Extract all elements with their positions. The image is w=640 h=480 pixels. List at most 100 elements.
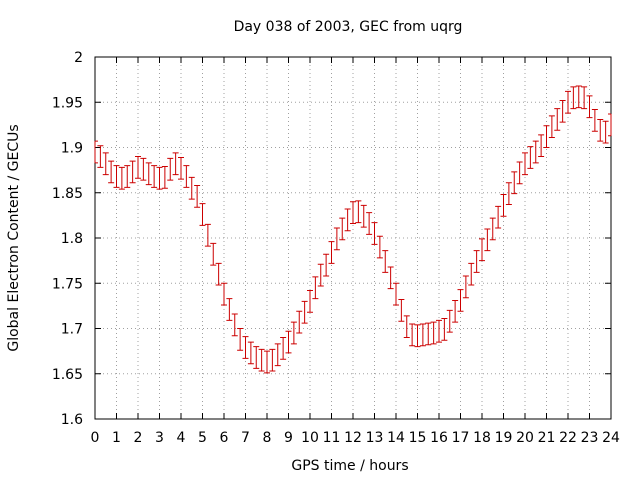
data-point-errorbar — [129, 160, 136, 184]
x-tick-label: 13 — [366, 430, 384, 446]
data-point-errorbar — [226, 298, 233, 321]
data-point-errorbar — [124, 165, 131, 188]
x-tick-label: 4 — [177, 430, 186, 446]
data-point-errorbar — [145, 162, 152, 186]
x-tick-label: 19 — [495, 430, 513, 446]
data-point-errorbar — [312, 276, 319, 300]
data-point-errorbar — [199, 203, 206, 226]
x-tick-label: 16 — [430, 430, 448, 446]
grid — [95, 57, 611, 419]
data-point-errorbar — [135, 156, 141, 179]
data-point-errorbar — [280, 337, 287, 360]
data-point-errorbar — [221, 282, 227, 306]
x-axis-label: GPS time / hours — [291, 458, 408, 474]
y-tick-label: 1.65 — [52, 367, 83, 383]
data-point-errorbar — [575, 85, 582, 109]
data-point-errorbar — [94, 140, 98, 164]
data-point-errorbar — [522, 152, 528, 176]
data-point-errorbar — [108, 160, 115, 184]
x-tick-label: 9 — [284, 430, 293, 446]
data-point-errorbar — [183, 165, 190, 188]
data-point-errorbar — [113, 165, 120, 188]
data-point-errorbar — [140, 157, 147, 181]
data-point-errorbar — [597, 118, 604, 142]
data-point-errorbar — [339, 217, 346, 241]
data-point-errorbar — [290, 321, 297, 345]
data-point-errorbar — [403, 315, 410, 339]
data-point-errorbar — [258, 348, 265, 372]
data-point-errorbar — [570, 86, 577, 110]
x-tick-label: 3 — [155, 430, 164, 446]
x-tick-label: 10 — [301, 430, 319, 446]
x-tick-label: 2 — [134, 430, 143, 446]
y-tick-label: 1.75 — [52, 276, 83, 292]
x-tick-label: 0 — [91, 430, 100, 446]
x-tick-label: 1 — [112, 430, 121, 446]
x-tick-label: 8 — [263, 430, 272, 446]
data-point-errorbar — [495, 205, 502, 229]
data-point-errorbar — [366, 212, 373, 235]
data-point-errorbar — [425, 322, 432, 346]
y-tick-label: 1.7 — [61, 322, 83, 338]
data-point-errorbar — [516, 161, 523, 185]
data-point-errorbar — [452, 299, 459, 323]
data-point-errorbar — [484, 228, 491, 252]
data-point-errorbar — [102, 152, 109, 176]
data-series — [94, 85, 612, 374]
data-point-errorbar — [274, 343, 281, 367]
data-point-errorbar — [398, 299, 405, 322]
data-point-errorbar — [118, 166, 125, 190]
data-point-errorbar — [188, 176, 195, 200]
data-point-errorbar — [457, 289, 464, 312]
data-point-errorbar — [548, 115, 555, 139]
data-point-errorbar — [419, 323, 426, 347]
data-point-errorbar — [231, 313, 238, 337]
data-point-errorbar — [414, 324, 421, 348]
data-point-errorbar — [393, 282, 399, 306]
data-point-errorbar — [371, 222, 378, 245]
x-tick-label: 22 — [559, 430, 577, 446]
data-point-errorbar — [97, 145, 104, 168]
data-point-errorbar — [178, 156, 184, 180]
x-tick-label: 21 — [538, 430, 556, 446]
x-tick-label: 18 — [473, 430, 491, 446]
y-tick-label: 1.9 — [61, 141, 83, 157]
data-point-errorbar — [468, 262, 475, 286]
x-tick-label: 12 — [344, 430, 362, 446]
data-point-errorbar — [376, 235, 383, 259]
data-point-errorbar — [436, 319, 442, 343]
data-point-errorbar — [333, 227, 340, 251]
data-point-errorbar — [167, 157, 174, 181]
y-tick-label: 1.85 — [52, 186, 83, 202]
data-point-errorbar — [473, 250, 480, 273]
data-point-errorbar — [172, 152, 179, 176]
data-point-errorbar — [532, 140, 539, 164]
data-point-errorbar — [215, 262, 222, 286]
data-point-errorbar — [441, 318, 448, 341]
data-point-errorbar — [355, 200, 362, 224]
y-tick-label: 1.8 — [61, 231, 83, 247]
data-point-errorbar — [559, 99, 566, 123]
data-point-errorbar — [409, 323, 416, 347]
data-point-errorbar — [360, 204, 367, 228]
data-point-errorbar — [317, 263, 324, 287]
data-point-errorbar — [253, 346, 260, 369]
data-point-errorbar — [264, 350, 270, 374]
data-point-errorbar — [489, 217, 496, 241]
y-tick-label: 2 — [74, 50, 83, 66]
data-point-errorbar — [554, 108, 561, 131]
data-point-errorbar — [511, 171, 518, 195]
data-point-errorbar — [479, 238, 485, 262]
data-point-errorbar — [242, 336, 249, 359]
x-tick-label: 11 — [323, 430, 341, 446]
data-point-errorbar — [301, 300, 308, 324]
data-point-errorbar — [344, 208, 351, 232]
data-point-errorbar — [210, 242, 217, 266]
data-point-errorbar — [151, 165, 158, 188]
data-point-errorbar — [586, 95, 593, 119]
data-point-errorbar — [543, 125, 550, 148]
data-point-errorbar — [194, 185, 201, 208]
data-point-errorbar — [430, 321, 437, 345]
data-point-errorbar — [500, 194, 507, 217]
